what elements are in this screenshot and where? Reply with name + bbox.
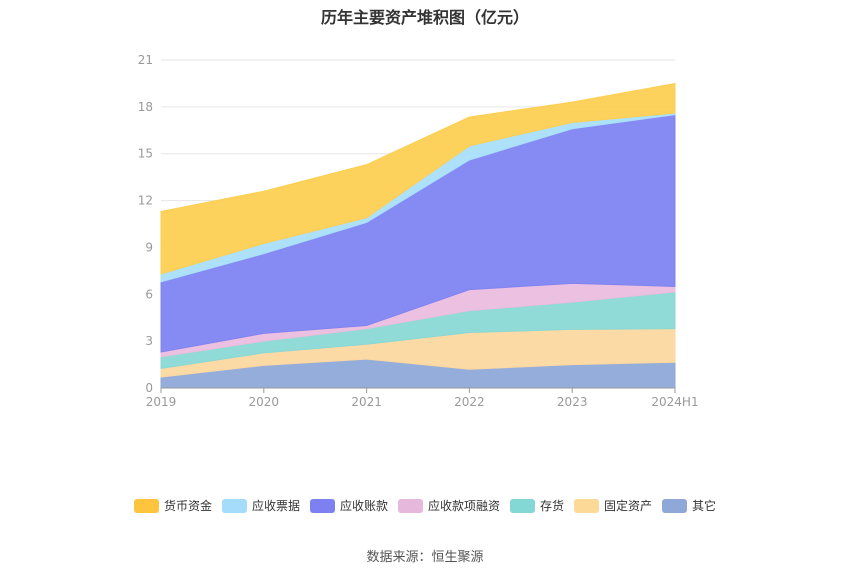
x-tick-label: 2024H1 bbox=[651, 395, 698, 409]
legend-label: 其它 bbox=[692, 499, 717, 513]
chart-legend: 货币资金 应收票据 应收账款 应收款项融资 存货 固定资产 其它 bbox=[0, 497, 850, 514]
y-tick-label: 12 bbox=[138, 194, 153, 208]
y-tick-label: 3 bbox=[145, 334, 153, 348]
stacked-area-chart: 0 3 6 9 12 15 18 21 2019 2020 2021 2022 2023 2024H1 bbox=[138, 53, 699, 409]
legend-item[interactable]: 应收款项融资 bbox=[397, 497, 500, 514]
y-tick-label: 15 bbox=[138, 147, 153, 161]
y-tick-label: 9 bbox=[145, 240, 153, 254]
legend-item[interactable]: 应收账款 bbox=[309, 497, 388, 514]
x-tick-label: 2020 bbox=[249, 395, 280, 409]
x-tick-label: 2021 bbox=[351, 395, 382, 409]
legend-label: 应收票据 bbox=[251, 499, 300, 513]
legend-item[interactable]: 应收票据 bbox=[221, 497, 300, 514]
legend-item[interactable]: 存货 bbox=[510, 497, 564, 514]
x-tick-label: 2022 bbox=[454, 395, 485, 409]
legend-item[interactable]: 货币资金 bbox=[133, 497, 212, 514]
data-source: 数据来源：恒生聚源 bbox=[366, 550, 484, 565]
legend-label: 存货 bbox=[540, 499, 565, 513]
area-货币资金[interactable] bbox=[160, 82, 676, 275]
y-tick-label: 6 bbox=[145, 287, 153, 301]
legend-label: 应收账款 bbox=[339, 499, 388, 513]
area-series bbox=[160, 82, 676, 389]
y-tick-label: 18 bbox=[138, 100, 153, 114]
legend-item[interactable]: 固定资产 bbox=[574, 497, 652, 514]
legend-swatch bbox=[510, 498, 535, 513]
legend-swatch bbox=[221, 498, 247, 513]
legend-item[interactable]: 其它 bbox=[662, 497, 716, 514]
chart-title: 历年主要资产堆积图（亿元） bbox=[320, 8, 529, 27]
y-tick-label: 0 bbox=[145, 381, 153, 395]
x-tick-label: 2019 bbox=[146, 395, 177, 409]
legend-swatch bbox=[662, 498, 688, 513]
legend-swatch bbox=[397, 498, 423, 513]
axes: 0 3 6 9 12 15 18 21 2019 2020 2021 2022 2023 2024H1 bbox=[138, 53, 699, 409]
legend-label: 固定资产 bbox=[604, 499, 653, 513]
x-tick-label: 2023 bbox=[557, 395, 588, 409]
y-tick-label: 21 bbox=[138, 53, 153, 67]
legend-swatch bbox=[309, 498, 335, 513]
legend-swatch bbox=[574, 498, 600, 513]
legend-swatch bbox=[133, 498, 159, 513]
legend-label: 货币资金 bbox=[163, 499, 212, 513]
legend-label: 应收款项融资 bbox=[427, 499, 500, 513]
